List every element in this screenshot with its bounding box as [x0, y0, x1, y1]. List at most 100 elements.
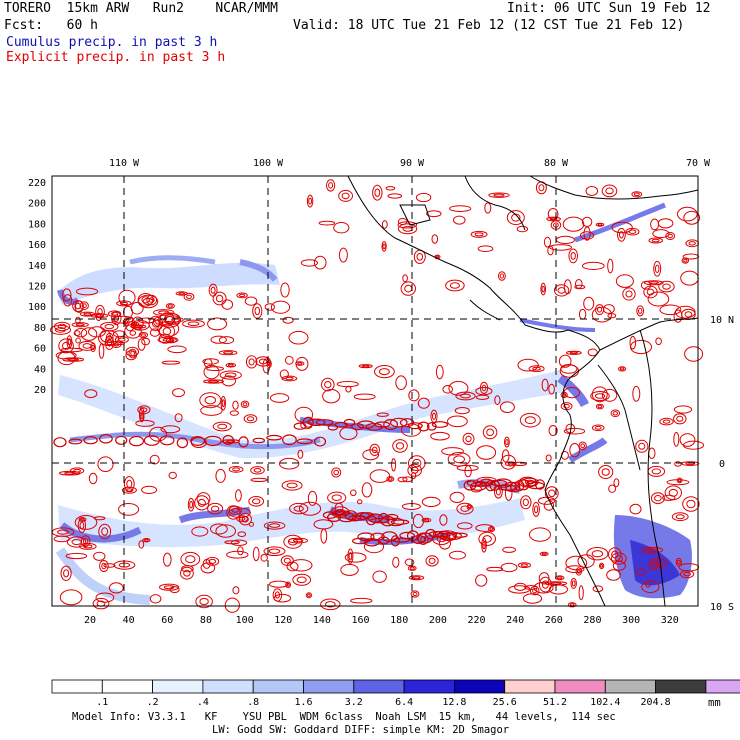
precip-contour — [334, 502, 344, 514]
precip-contour — [163, 552, 172, 567]
precip-contour — [207, 317, 228, 331]
precip-contour — [608, 547, 622, 562]
precip-contour — [648, 562, 660, 570]
precip-contour — [676, 477, 683, 484]
precip-contour — [381, 241, 387, 252]
precip-contour — [408, 575, 425, 581]
precip-contour — [638, 442, 646, 450]
precip-contour — [118, 503, 140, 516]
precip-contour — [161, 360, 181, 365]
precip-contour — [511, 213, 521, 222]
precip-contour — [452, 532, 468, 538]
precip-contour — [475, 386, 493, 396]
precip-contour — [124, 320, 129, 325]
precip-contour — [449, 205, 472, 213]
precip-contour — [541, 285, 545, 293]
precip-contour — [221, 299, 234, 310]
precip-contour — [106, 339, 113, 347]
precip-contour — [446, 531, 463, 540]
longitude-labels: 110 W 100 W 90 W 80 W 70 W — [109, 158, 711, 169]
precip-contour — [183, 569, 191, 577]
precip-contour — [222, 434, 234, 446]
precip-contour — [282, 434, 297, 446]
precip-contour — [643, 285, 658, 299]
precip-contour — [631, 191, 643, 198]
precip-contour — [281, 375, 298, 382]
precip-contour — [648, 281, 659, 285]
precip-contour — [571, 580, 576, 587]
precip-contour — [481, 384, 487, 392]
precip-contour — [456, 502, 474, 515]
model-info-line2: LW: Godd SW: Goddard DIFF: simple KM: 2D… — [212, 724, 510, 736]
precip-contour — [591, 424, 605, 432]
precip-contour — [285, 376, 294, 381]
precip-contour — [654, 495, 662, 502]
precip-contour — [579, 231, 595, 240]
precip-contour — [682, 496, 700, 512]
precip-contour — [548, 383, 555, 395]
precip-contour — [389, 417, 408, 428]
precip-contour — [219, 370, 242, 380]
precip-contour — [481, 537, 487, 553]
precip-contour — [488, 526, 495, 533]
precip-contour — [279, 369, 289, 380]
precip-contour — [686, 499, 696, 509]
precip-contour — [570, 252, 576, 260]
precip-contour — [381, 220, 388, 229]
precip-contour — [167, 304, 173, 308]
precip-contour — [148, 297, 155, 303]
contours-info: CONTOURS: UNITS=mm LOW= 0.10000 HIGH= 40… — [120, 668, 590, 690]
precip-contour — [169, 586, 180, 594]
precip-contour — [570, 577, 577, 589]
precip-contour — [248, 358, 255, 366]
precip-contour — [320, 598, 341, 611]
precip-contour — [318, 220, 336, 226]
precip-contour — [199, 597, 209, 606]
precip-contour — [210, 523, 228, 535]
precip-contour — [236, 292, 248, 299]
precip-contour — [215, 468, 226, 483]
precip-contour — [421, 517, 432, 523]
precip-contour — [388, 477, 393, 481]
precip-contour — [665, 232, 676, 240]
precip-contour — [673, 431, 680, 447]
precip-contour — [378, 512, 389, 524]
colorbar-level-label: 6.4 — [395, 697, 414, 708]
precip-contour — [619, 367, 625, 371]
precip-contour — [625, 290, 633, 298]
precip-contour — [254, 306, 261, 316]
precip-contour — [324, 381, 332, 389]
precip-contour — [493, 478, 512, 488]
precip-contour — [244, 296, 258, 306]
precip-contour — [73, 468, 81, 473]
precip-contour — [675, 557, 682, 567]
precip-contour — [239, 516, 246, 521]
precip-contour — [363, 539, 385, 554]
lon-label: 80 W — [544, 158, 569, 169]
precip-contour — [650, 492, 665, 505]
precip-contour — [529, 527, 551, 542]
precip-contour — [350, 597, 373, 604]
precip-contour — [202, 358, 219, 365]
colorbar-level-label: .2 — [146, 697, 159, 708]
bottom-tick-label: 80 — [200, 615, 212, 626]
precip-contour — [374, 421, 391, 428]
precip-contour — [208, 380, 219, 383]
precip-contour — [331, 467, 342, 478]
precip-contour — [65, 552, 88, 560]
precip-contour — [138, 540, 145, 549]
precip-contour — [225, 440, 236, 443]
precip-contour — [231, 507, 239, 513]
precip-contour — [112, 330, 126, 338]
precip-contour — [171, 317, 184, 323]
precip-contour — [288, 330, 309, 345]
precip-contour — [659, 417, 674, 426]
precip-contour — [252, 546, 260, 562]
precip-contour — [66, 536, 87, 548]
precip-contour — [302, 416, 314, 428]
precip-contour — [460, 393, 471, 399]
precip-contour — [123, 476, 135, 492]
precip-contour — [158, 333, 172, 344]
precip-contour — [350, 489, 357, 497]
precip-contour — [563, 403, 570, 409]
